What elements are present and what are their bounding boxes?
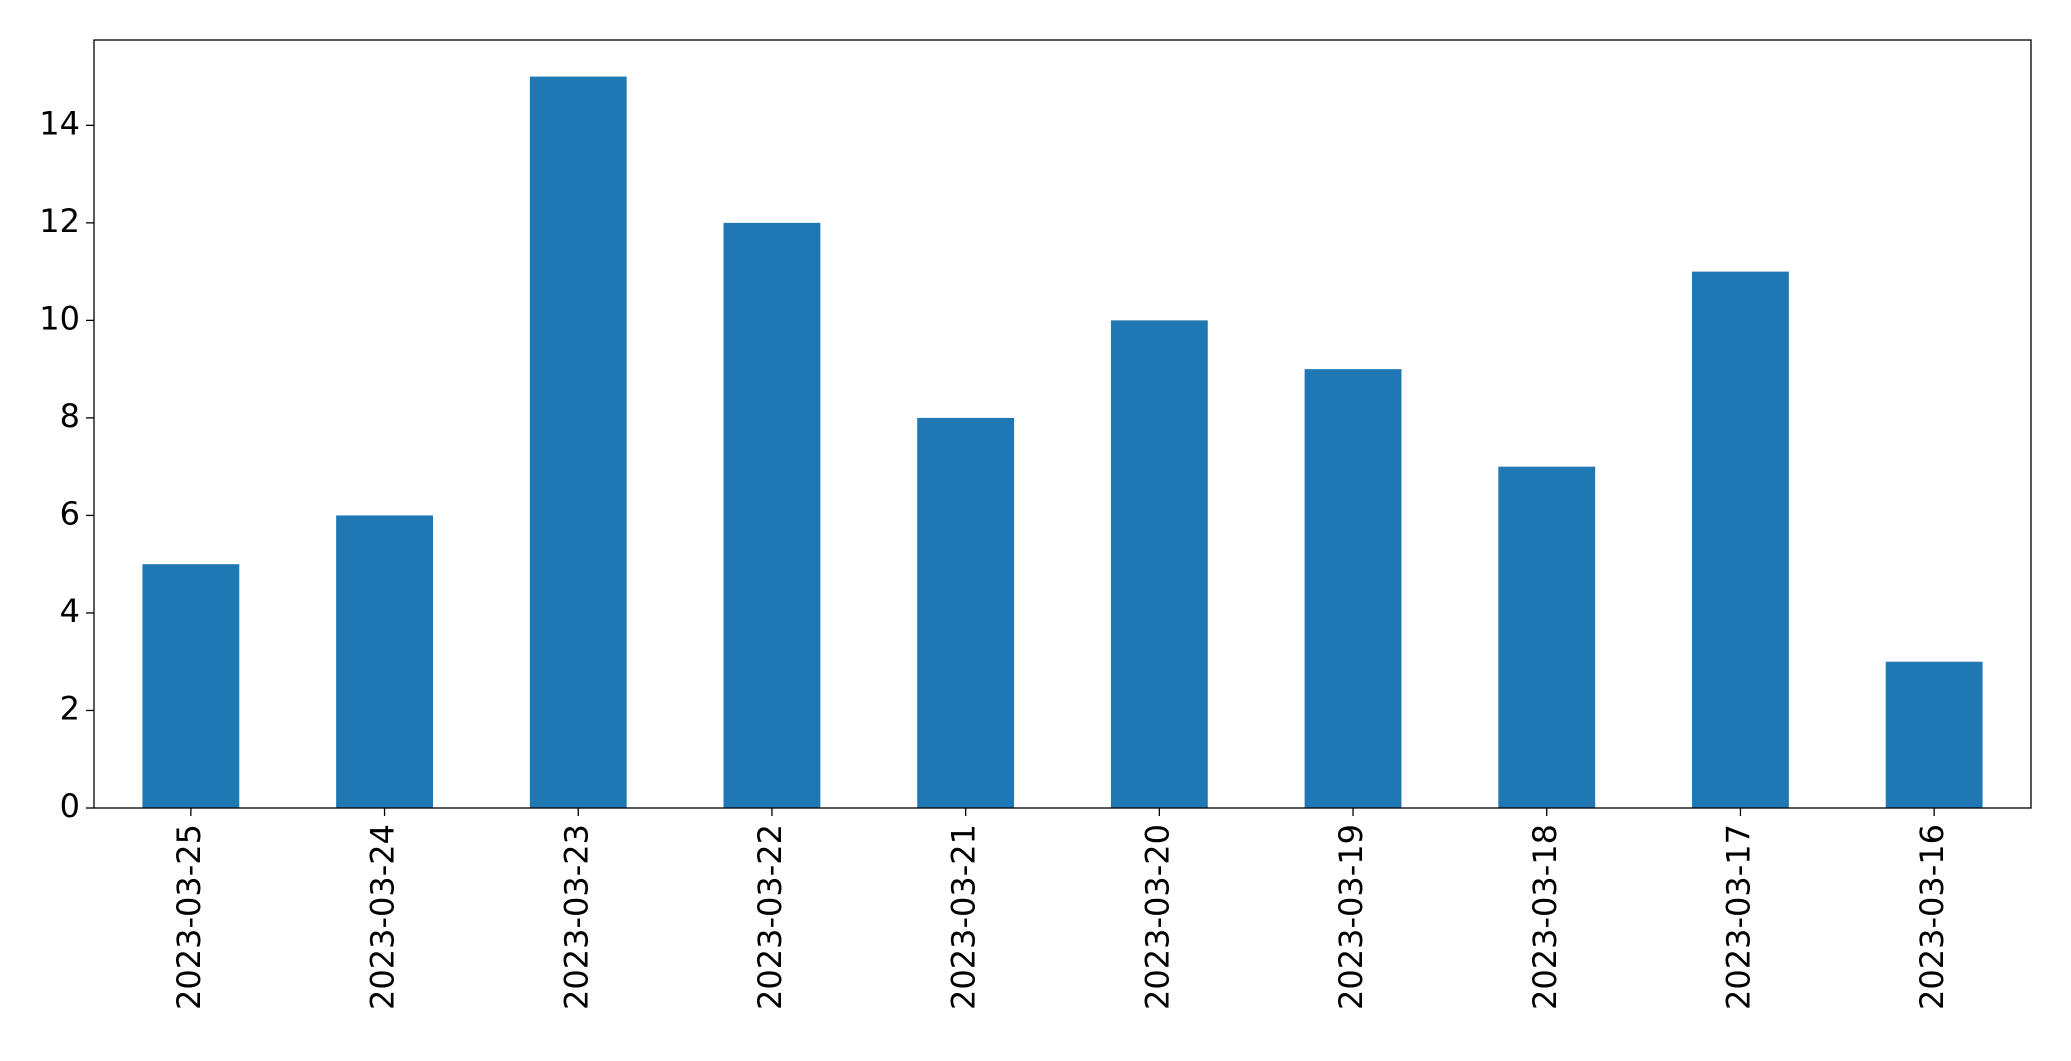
x-tick-label: 2023-03-19 <box>1332 824 1370 1010</box>
y-tick-label: 4 <box>60 592 80 630</box>
y-tick-label: 6 <box>60 494 80 532</box>
x-tick-label: 2023-03-22 <box>751 824 789 1010</box>
y-tick-label: 0 <box>60 787 80 825</box>
x-tick-label: 2023-03-18 <box>1526 824 1564 1010</box>
y-tick-label: 8 <box>60 397 80 435</box>
bar <box>336 515 433 808</box>
bar <box>529 76 627 809</box>
bar <box>1304 369 1402 808</box>
y-tick-label: 14 <box>39 104 80 142</box>
bar <box>1885 661 1983 808</box>
y-tick-label: 12 <box>39 202 80 240</box>
y-tick-label: 10 <box>39 299 80 337</box>
bar <box>723 222 821 808</box>
bar <box>1110 320 1208 808</box>
x-tick-label: 2023-03-25 <box>170 824 208 1010</box>
x-tick-label: 2023-03-20 <box>1138 824 1176 1010</box>
bar <box>1692 271 1789 809</box>
bar <box>142 564 240 808</box>
bar <box>1498 466 1596 808</box>
plot-frame <box>93 39 2032 809</box>
x-tick-label: 2023-03-16 <box>1913 824 1951 1010</box>
x-tick-label: 2023-03-23 <box>557 824 595 1010</box>
x-tick-label: 2023-03-24 <box>364 824 402 1010</box>
bar <box>917 417 1015 808</box>
x-tick-label: 2023-03-17 <box>1719 824 1757 1010</box>
y-tick-label: 2 <box>60 689 80 727</box>
x-tick-label: 2023-03-21 <box>945 824 983 1010</box>
